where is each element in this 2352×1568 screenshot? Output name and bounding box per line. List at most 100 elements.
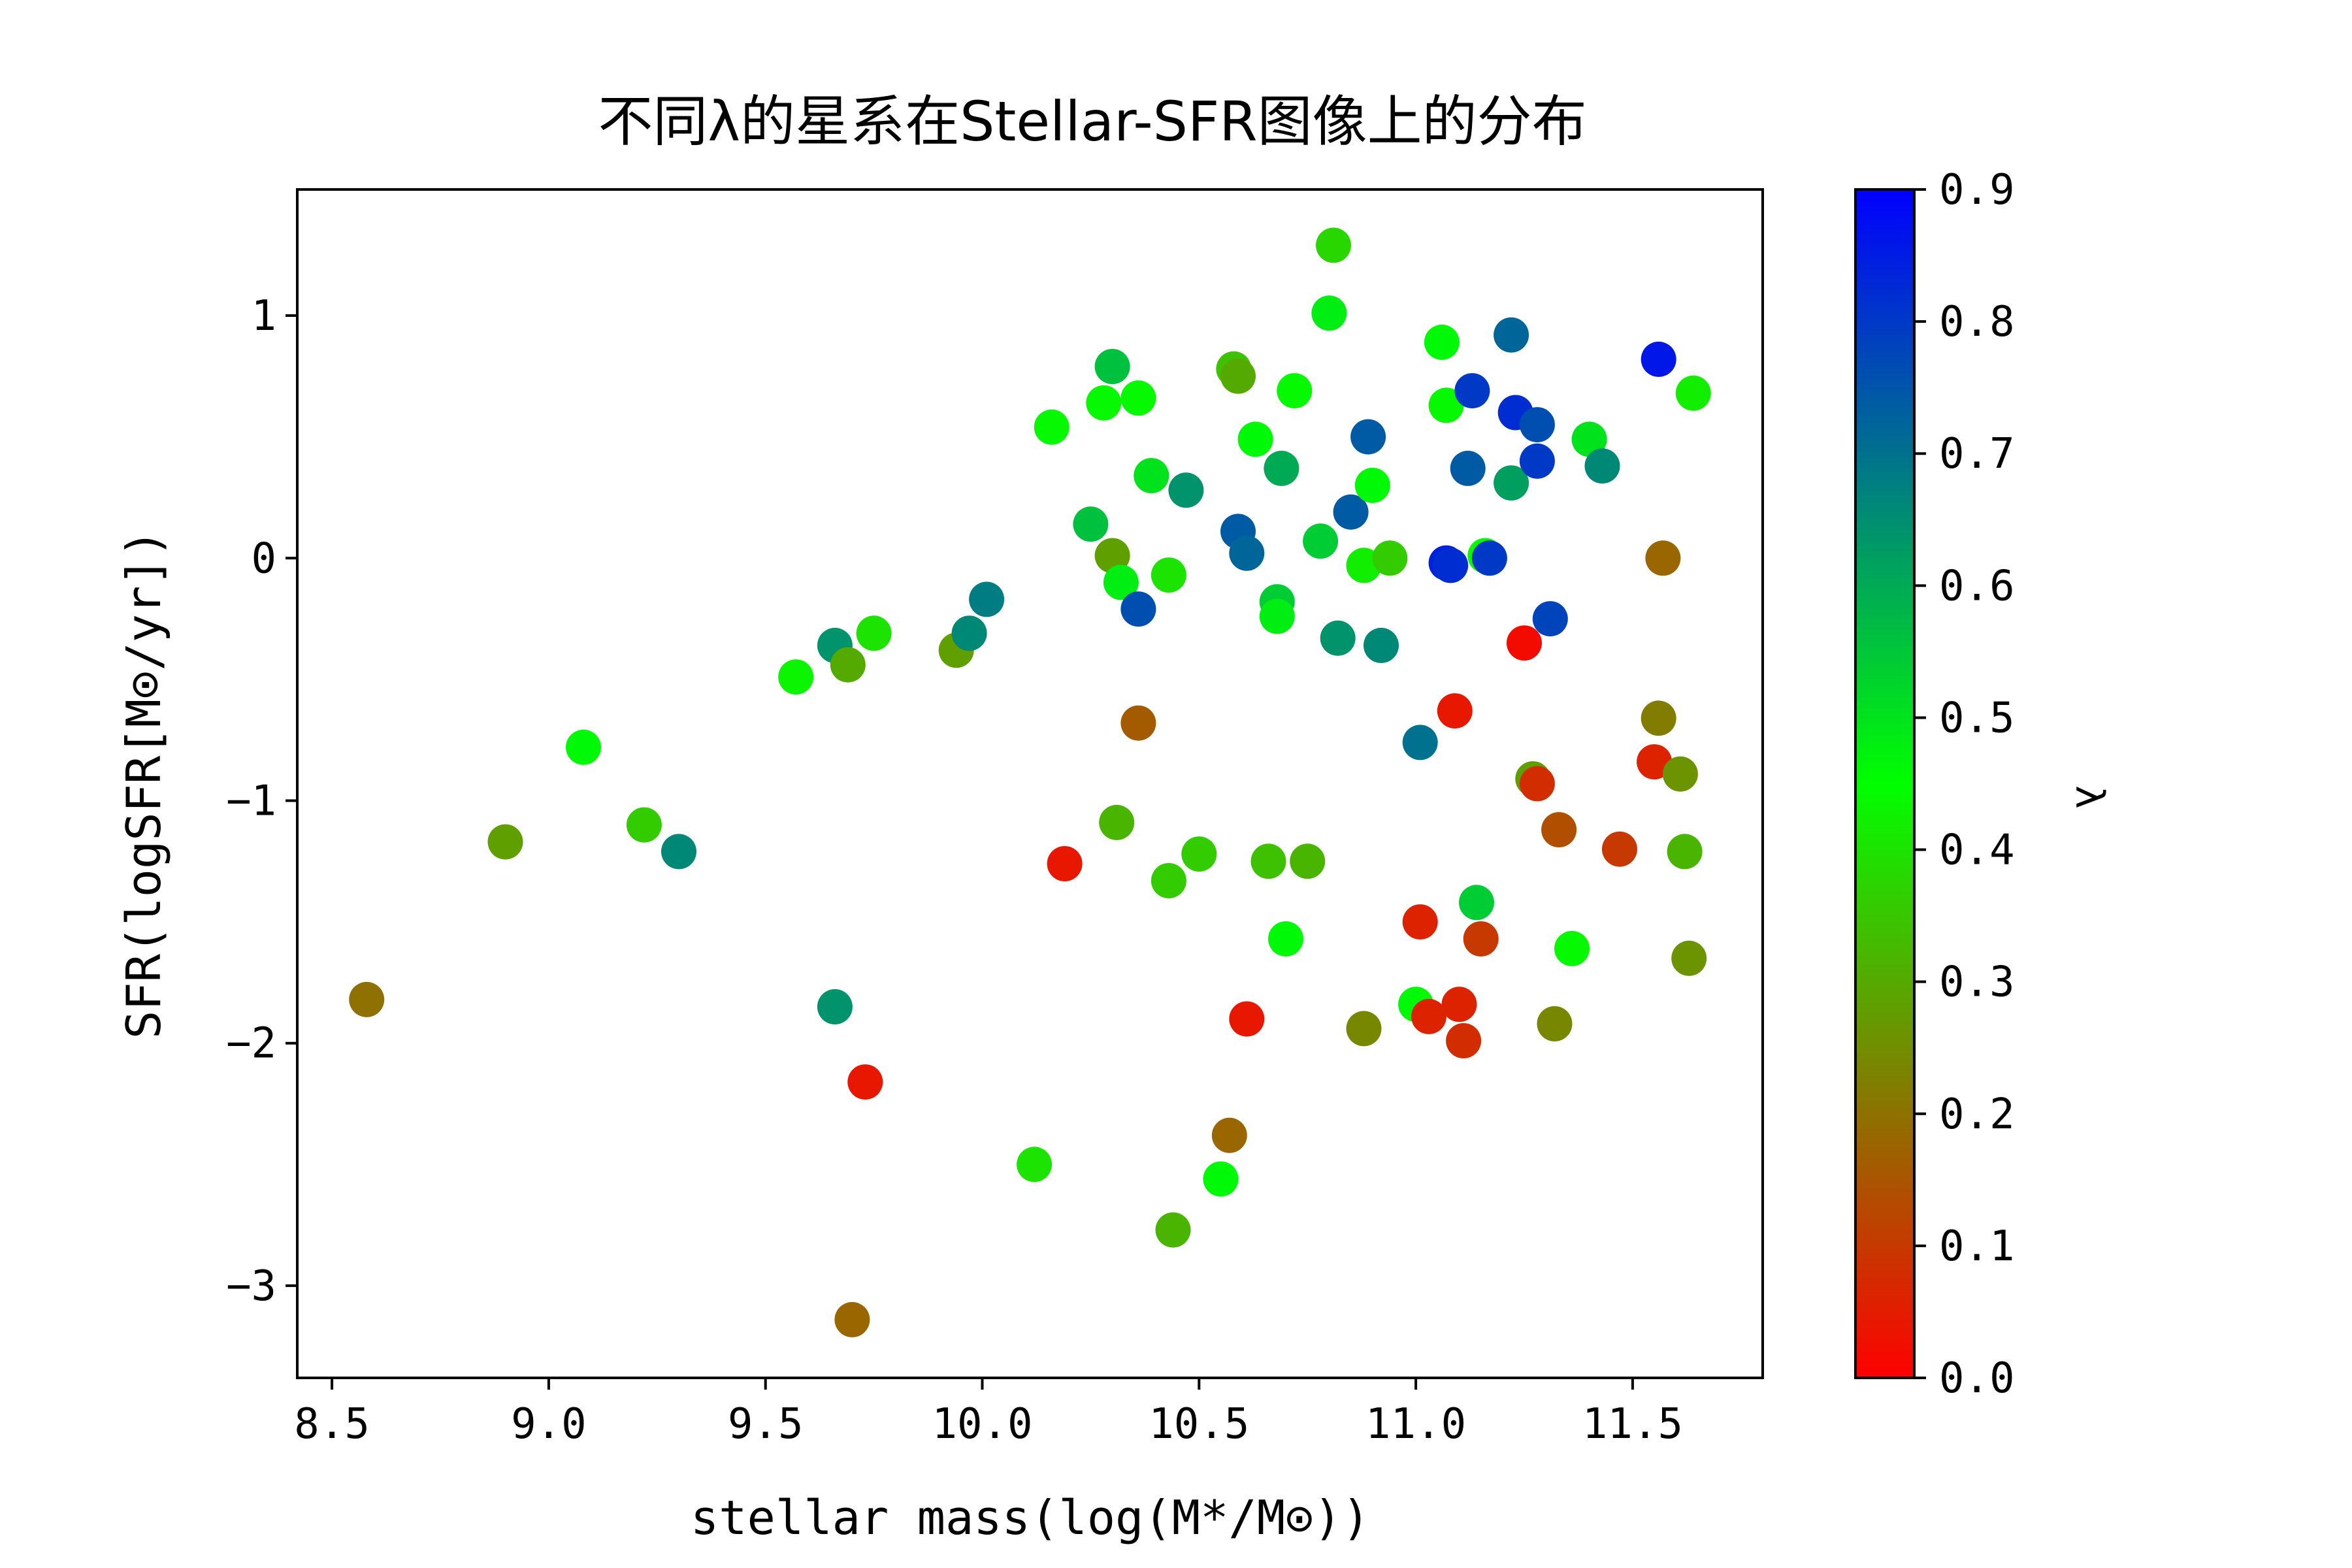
data-point	[847, 1064, 883, 1100]
x-tick-label: 9.5	[728, 1400, 804, 1448]
data-point	[1229, 1001, 1265, 1037]
data-point	[1641, 341, 1676, 377]
data-point	[1264, 450, 1299, 486]
data-point	[1446, 1023, 1482, 1058]
chart-title: 不同λ的星系在Stellar-SFR图像上的分布	[598, 90, 1586, 154]
data-point	[1471, 540, 1507, 576]
colorbar	[1855, 189, 1914, 1378]
data-point	[856, 615, 892, 651]
data-point	[1290, 843, 1326, 879]
data-point	[1151, 557, 1186, 593]
colorbar-tick-label: 0.2	[1939, 1090, 2015, 1139]
data-point	[1372, 540, 1408, 576]
data-point	[487, 824, 523, 860]
colorbar-tick-label: 0.7	[1939, 430, 2015, 478]
data-point	[1211, 1117, 1247, 1153]
data-point	[1086, 385, 1122, 421]
y-tick-label: 0	[251, 534, 276, 583]
data-point	[1519, 766, 1555, 802]
data-point	[1346, 1011, 1382, 1047]
data-point	[1433, 547, 1469, 583]
x-tick-label: 9.0	[511, 1400, 587, 1448]
data-point	[1662, 756, 1698, 792]
data-point	[1437, 693, 1473, 729]
data-point	[778, 659, 814, 695]
data-point	[1268, 921, 1303, 957]
x-tick-label: 8.5	[294, 1400, 370, 1448]
data-point	[1120, 380, 1156, 416]
data-point	[1424, 324, 1460, 360]
data-point	[626, 807, 662, 843]
colorbar-tick-label: 0.3	[1939, 958, 2015, 1007]
data-point	[1507, 625, 1542, 661]
data-point	[1532, 601, 1568, 637]
data-point	[1402, 725, 1438, 760]
data-point	[349, 981, 385, 1017]
data-point	[830, 647, 866, 683]
data-point	[1237, 421, 1273, 457]
data-point	[951, 615, 987, 651]
colorbar-tick-label: 0.8	[1939, 298, 2015, 346]
data-point	[1250, 843, 1286, 879]
data-point	[1494, 465, 1529, 501]
colorbar-tick-label: 0.4	[1939, 826, 2015, 875]
data-point	[1151, 863, 1186, 898]
data-point	[1411, 998, 1446, 1034]
data-point	[1667, 834, 1703, 870]
data-point	[1454, 373, 1490, 409]
data-point	[1450, 450, 1486, 486]
data-point	[1229, 535, 1265, 571]
data-point	[1519, 407, 1555, 443]
data-point	[1519, 443, 1555, 479]
y-tick-label: −2	[226, 1020, 276, 1068]
colorbar-tick-label: 0.9	[1939, 166, 2015, 214]
x-tick-label: 11.5	[1582, 1400, 1683, 1448]
colorbar-tick-label: 0.5	[1939, 694, 2015, 742]
data-point	[1094, 538, 1130, 574]
data-point	[1428, 387, 1464, 423]
data-point	[1168, 472, 1204, 508]
data-point	[1120, 591, 1156, 627]
data-point	[1220, 358, 1256, 394]
colorbar-tick-label: 0.1	[1939, 1222, 2015, 1271]
data-point	[1494, 317, 1529, 353]
data-point	[1316, 227, 1351, 263]
y-tick-label: −1	[226, 777, 276, 825]
data-point	[1099, 804, 1135, 840]
y-tick-label: 1	[251, 292, 276, 340]
data-point	[1259, 598, 1295, 634]
data-point	[1675, 375, 1711, 411]
colorbar-tick-label: 0.0	[1939, 1354, 2015, 1403]
data-point	[1303, 523, 1339, 559]
colorbar-axis: 0.0 0.1 0.2 0.3 0.4 0.5 0.6 0.7 0.8 0.9	[1914, 166, 2015, 1403]
data-point	[1537, 1006, 1573, 1041]
x-axis: 8.5 9.0 9.5 10.0 10.5 11.0 11.5	[294, 1378, 1683, 1448]
points-layer	[349, 227, 1711, 1337]
plot-frame	[296, 188, 1764, 1379]
data-point	[1134, 458, 1169, 493]
data-point	[1671, 940, 1707, 976]
x-tick-label: 11.0	[1365, 1400, 1466, 1448]
data-point	[1541, 812, 1577, 847]
data-point	[1120, 705, 1156, 741]
data-point	[1034, 409, 1070, 445]
x-tick-label: 10.5	[1149, 1400, 1249, 1448]
y-tick-label: −3	[226, 1262, 276, 1311]
data-point	[1320, 620, 1356, 656]
y-axis-label: SFR(logSFR[M⊙/yr])	[116, 529, 171, 1039]
data-point	[1311, 295, 1347, 331]
data-point	[1333, 494, 1369, 530]
data-point	[817, 989, 853, 1024]
data-point	[1584, 448, 1620, 484]
x-tick-label: 10.0	[932, 1400, 1032, 1448]
data-point	[566, 729, 601, 765]
data-point	[1094, 349, 1130, 384]
data-point	[1350, 419, 1386, 455]
data-point	[1402, 904, 1438, 940]
data-point	[969, 581, 1005, 617]
data-point	[1571, 421, 1607, 457]
colorbar-tick-label: 0.6	[1939, 562, 2015, 610]
data-point	[1641, 700, 1676, 736]
data-point	[1181, 836, 1217, 872]
